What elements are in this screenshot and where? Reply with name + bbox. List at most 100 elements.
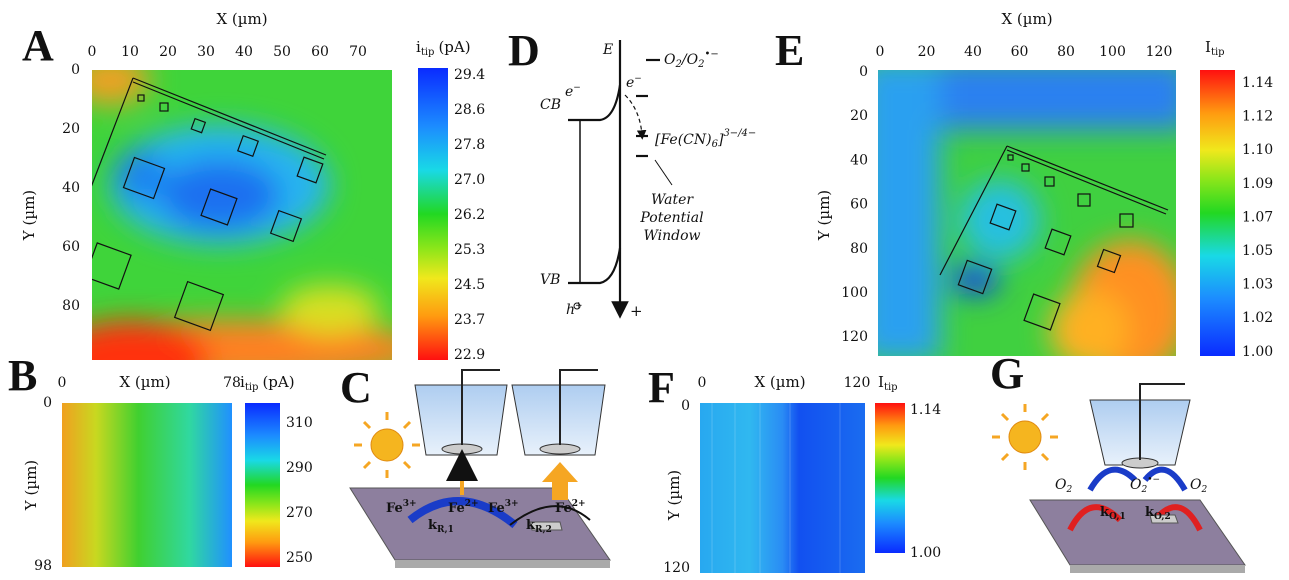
panel-letter: C <box>340 363 372 412</box>
label: Fe2+ <box>555 499 586 516</box>
colorbar-title: Itip <box>878 373 898 393</box>
panel-letter: F <box>648 363 675 412</box>
colorbar-tick-label: 270 <box>286 505 313 521</box>
colorbar-tick-label: 1.10 <box>1242 142 1273 158</box>
colorbar-title: Itip <box>1205 38 1225 58</box>
x-tick-label: 0 <box>876 44 885 60</box>
panel-letter: A <box>22 21 54 70</box>
label: VB <box>540 272 560 288</box>
y-tick-label: 98 <box>34 558 52 574</box>
colorbar-a <box>418 68 448 360</box>
x-tick-label: 120 <box>1146 44 1173 60</box>
y-axis-label: Y (µm) <box>815 190 833 241</box>
x-axis-label: X (µm) <box>1001 10 1052 28</box>
x-tick-label: 30 <box>197 44 215 60</box>
y-tick-label: 80 <box>850 241 868 257</box>
x-axis-label: X (µm) <box>119 373 170 391</box>
colorbar-tick-label: 1.14 <box>1242 75 1273 91</box>
colorbar-tick-label: 1.12 <box>1242 109 1273 125</box>
y-tick-label: 60 <box>850 197 868 213</box>
x-tick-label: 120 <box>844 375 871 391</box>
y-tick-label: 0 <box>43 395 52 411</box>
colorbar-b <box>245 403 280 567</box>
colorbar-tick-label: 25.3 <box>454 242 485 258</box>
y-tick-label: 20 <box>850 108 868 124</box>
x-axis-label: X (µm) <box>216 10 267 28</box>
colorbar-tick-label: 27.8 <box>454 137 485 153</box>
label: Fe3+ <box>386 499 417 516</box>
colorbar-tick-label: 1.14 <box>910 402 941 418</box>
panel-letter: B <box>8 351 37 400</box>
reaction-scheme-c <box>349 369 611 568</box>
g-labels: O2 O2•− O2 kO,1 kO,2 <box>1055 475 1207 522</box>
label: Window <box>643 228 700 244</box>
colorbar-tick-label: 1.09 <box>1242 176 1273 192</box>
label: O2•− <box>1130 475 1160 495</box>
x-tick-label: 78 <box>223 375 241 391</box>
x-tick-label: 100 <box>1099 44 1126 60</box>
label: Fe2+ <box>448 499 479 516</box>
label: [Fe(CN)6]3−/4− <box>655 128 756 150</box>
label: CB <box>540 97 561 113</box>
colorbar-tick-label: 1.07 <box>1242 209 1273 225</box>
y-tick-label: 40 <box>62 180 80 196</box>
y-tick-label: 120 <box>663 560 690 576</box>
x-tick-label: 40 <box>964 44 982 60</box>
y-axis-label: Y (µm) <box>665 470 683 521</box>
y-tick-label: 40 <box>850 152 868 168</box>
colorbar-e <box>1200 70 1235 356</box>
y-tick-label: 100 <box>841 285 868 301</box>
label: O2 <box>1055 477 1072 495</box>
band-diagram <box>568 40 673 319</box>
colorbar-tick-label: 1.00 <box>1242 344 1273 360</box>
label: kR,1 <box>428 518 454 535</box>
heatmap-b <box>62 403 232 567</box>
y-tick-label: 80 <box>62 298 80 314</box>
label: E <box>602 42 613 58</box>
colorbar-tick-label: 1.02 <box>1242 310 1273 326</box>
panel-letter: D <box>508 26 540 75</box>
y-tick-label: 20 <box>62 121 80 137</box>
y-axis-label: Y (µm) <box>22 460 40 511</box>
x-tick-label: 10 <box>121 44 139 60</box>
y-tick-label: 60 <box>62 239 80 255</box>
label: e− <box>565 83 581 101</box>
x-tick-label: 60 <box>311 44 329 60</box>
label: kO,2 <box>1145 505 1171 522</box>
colorbar-title: itip (pA) <box>240 373 295 393</box>
label: Water <box>651 192 694 208</box>
colorbar-tick-label: 24.5 <box>454 277 485 293</box>
y-tick-label: 0 <box>859 64 868 80</box>
c-labels: Fe3+ Fe2+ kR,1 Fe3+ Fe2+ kR,2 <box>386 499 586 535</box>
colorbar-tick-label: 27.0 <box>454 172 485 188</box>
heatmap-a <box>92 70 392 360</box>
x-tick-label: 0 <box>58 375 67 391</box>
colorbar-tick-label: 22.9 <box>454 347 485 363</box>
panel-letter: E <box>775 26 804 75</box>
label: kO,1 <box>1100 505 1126 522</box>
label: O2 <box>1190 477 1207 495</box>
panel-letter: G <box>990 349 1024 398</box>
x-tick-label: 20 <box>159 44 177 60</box>
label: O2/O2•− <box>664 49 719 70</box>
label: Potential <box>639 210 703 226</box>
colorbar-tick-label: 29.4 <box>454 67 485 83</box>
band-labels: E O2/O2•− e− e− CB VB [Fe(CN)6]3−/4− Wat… <box>540 42 756 320</box>
y-tick-label: 0 <box>681 398 690 414</box>
colorbar-tick-label: 1.03 <box>1242 277 1273 293</box>
colorbar-tick-label: 310 <box>286 415 313 431</box>
colorbar-tick-label: 290 <box>286 460 313 476</box>
y-tick-label: 0 <box>71 62 80 78</box>
heatmap-f <box>700 403 865 573</box>
x-tick-label: 70 <box>349 44 367 60</box>
colorbar-title: itip (pA) <box>416 38 471 58</box>
x-tick-label: 0 <box>698 375 707 391</box>
x-tick-label: 60 <box>1011 44 1029 60</box>
colorbar-tick-label: 1.05 <box>1242 243 1273 259</box>
x-tick-label: 40 <box>235 44 253 60</box>
y-tick-label: 120 <box>841 329 868 345</box>
x-tick-label: 20 <box>918 44 936 60</box>
colorbar-tick-label: 26.2 <box>454 207 485 223</box>
label: + <box>630 302 643 320</box>
